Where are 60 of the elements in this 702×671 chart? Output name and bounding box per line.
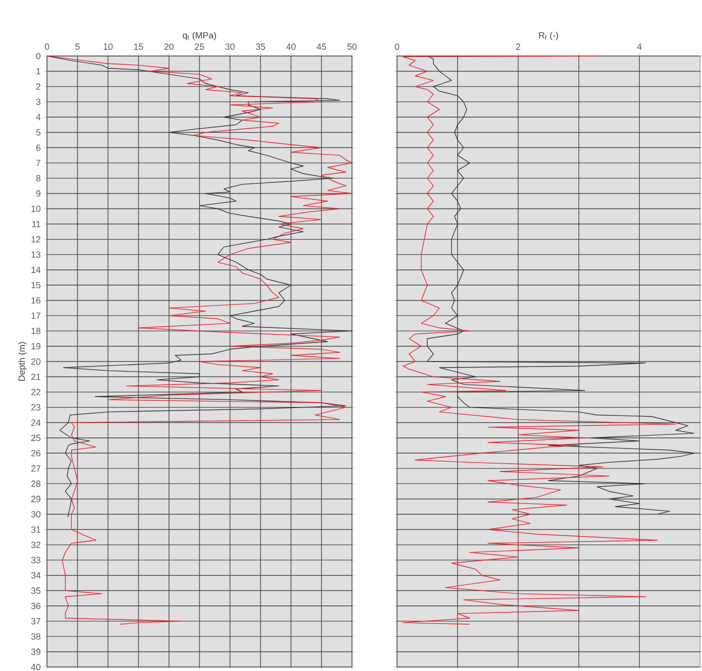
y-tick-label: 40	[31, 664, 40, 670]
y-tick-label: 5	[36, 129, 40, 136]
x-tick-label: 4	[637, 44, 642, 50]
x-tick-label: 2	[516, 44, 520, 50]
y-tick-label: 36	[31, 602, 40, 610]
y-axis-title: Depth (m)	[18, 342, 27, 381]
y-tick-label: 28	[31, 480, 40, 487]
y-tick-label: 24	[31, 419, 41, 426]
x-tick-label: 0	[394, 43, 400, 50]
y-tick-label: 20	[31, 358, 40, 365]
x-tick-label: 10	[104, 43, 113, 50]
y-tick-label: 17	[32, 312, 40, 319]
y-tick-label: 4	[36, 114, 41, 120]
line-series	[47, 56, 352, 625]
y-tick-label: 39	[31, 648, 40, 655]
y-tick-label: 1	[36, 68, 40, 74]
y-tick-label: 11	[32, 220, 40, 228]
y-tick-label: 15	[32, 282, 40, 288]
y-tick-label: 18	[32, 328, 40, 334]
y-tick-label: 27	[31, 465, 40, 472]
y-tick-label: 2	[36, 83, 40, 90]
y-tick-label: 34	[31, 572, 41, 579]
y-tick-label: 14	[32, 266, 41, 273]
y-tick-label: 35	[31, 587, 40, 594]
x-tick-label: 20	[164, 43, 174, 50]
y-tick-label: 23	[31, 404, 40, 411]
y-tick-label: 30	[31, 511, 40, 518]
y-tick-label: 7	[36, 160, 40, 166]
y-tick-label: 19	[32, 343, 40, 350]
x-tick-label: 15	[134, 44, 144, 50]
y-tick-label: 33	[31, 556, 40, 564]
y-tick-label: 6	[36, 144, 40, 151]
x-axis-title: R$_{f}$ (-)	[539, 32, 558, 40]
y-tick-label: 13	[32, 251, 40, 258]
y-tick-label: 3	[36, 98, 40, 106]
x-tick-label: 5	[75, 44, 80, 50]
y-tick-label: 25	[31, 434, 40, 442]
x-tick-label: 40	[286, 43, 296, 50]
y-tick-label: 0	[36, 52, 40, 60]
y-tick-label: 26	[31, 450, 40, 456]
x-tick-label: 50	[347, 43, 357, 50]
x-tick-label: 30	[225, 43, 235, 50]
y-tick-label: 38	[31, 633, 40, 640]
y-tick-label: 37	[31, 618, 40, 624]
y-tick-label: 9	[36, 190, 40, 197]
y-tick-label: 12	[32, 236, 40, 242]
y-tick-label: 21	[31, 374, 40, 380]
x-tick-label: 45	[316, 44, 326, 50]
y-tick-label: 22	[31, 388, 40, 396]
y-tick-label: 16	[32, 297, 40, 304]
y-tick-label: 32	[31, 542, 40, 548]
y-tick-label: 31	[31, 526, 40, 533]
line-series	[47, 56, 352, 518]
y-tick-label: 29	[31, 496, 40, 502]
x-tick-label: 35	[256, 43, 266, 50]
x-axis-title: q$_{t}$ (MPa)	[182, 32, 216, 40]
x-tick-label: 0	[44, 43, 50, 50]
y-tick-label: 10	[32, 206, 40, 212]
x-tick-label: 25	[194, 43, 204, 50]
y-tick-label: 8	[36, 175, 40, 182]
